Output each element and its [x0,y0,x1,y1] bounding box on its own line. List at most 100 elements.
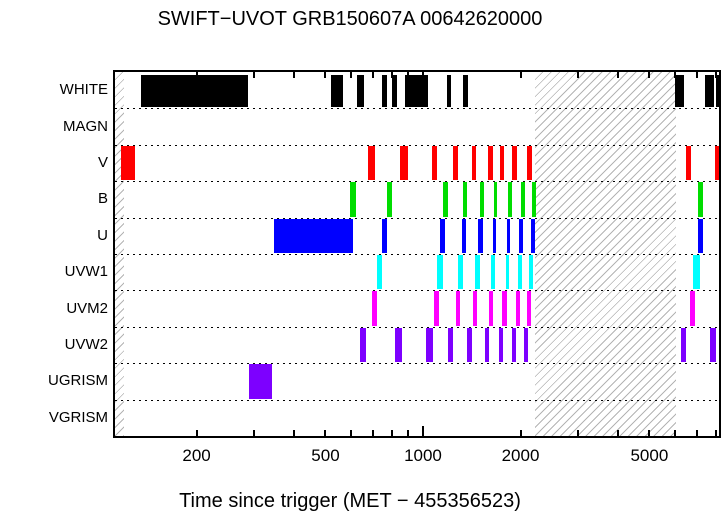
chart-title: SWIFT−UVOT GRB150607A 00642620000 [157,8,543,30]
exposure-bar-b [697,182,703,217]
x-axis-title: Time since trigger (MET − 455356523) [179,490,521,512]
exposure-bar-white [446,75,451,108]
x-tick-label: 1000 [404,446,442,465]
exposure-bar-white [675,75,685,108]
x-axis-tick [390,430,393,436]
row-label-u: U [97,226,108,244]
row-separator-dotted-line [115,363,719,365]
exposure-bar-white [392,75,398,108]
row-label-v: V [97,154,108,171]
exposure-bar-uvw2 [709,327,717,363]
exposure-bar-white [716,75,719,108]
exposure-bar-v [715,145,719,181]
row-label-magn: MAGN [63,117,108,135]
exposure-bar-ugrism [248,364,273,399]
x-axis-tick [293,72,296,78]
exposure-bar-u [506,218,511,253]
exposure-bar-b [521,182,526,217]
x-axis-tick [407,72,410,78]
exposure-bar-uvm2 [433,291,440,326]
exposure-bar-uvm2 [527,291,532,326]
x-axis-tick [350,430,353,436]
x-axis-tick [371,72,374,78]
exposure-bar-v [471,145,477,181]
exposure-bar-v [121,145,135,181]
exposure-bar-v [499,145,504,181]
exposure-bar-uvw2 [447,327,453,363]
row-separator-dotted-line [115,108,719,110]
exposure-bar-white [704,75,714,108]
exposure-bar-u [531,218,536,253]
exposure-bar-uvw1 [457,255,463,290]
x-axis-tick [519,430,522,436]
exposure-bar-v [431,145,437,181]
exposure-bar-uvw1 [490,255,495,290]
x-axis-tick [252,430,255,436]
row-separator-dotted-line [115,181,719,183]
x-axis-tick [371,430,374,436]
exposure-bar-uvm2 [515,291,521,326]
exposure-bar-uvw2 [681,327,687,363]
exposure-bar-uvm2 [689,291,696,326]
plot-area [113,70,721,438]
exposure-bar-white [357,75,365,108]
exposure-bar-v [452,145,458,181]
x-axis-tick [695,72,698,78]
row-label-ugrism: UGRISM [48,372,108,390]
exposure-bar-v [368,145,376,181]
exposure-bar-white [141,75,248,108]
row-label-b: B [97,190,108,208]
x-axis-tick [648,72,651,78]
exposure-bar-uvw2 [524,327,529,363]
exposure-bar-white [382,75,388,108]
exposure-bar-uvw1 [529,255,534,290]
exposure-bar-uvw2 [394,327,403,363]
exposure-bar-uvw1 [377,255,383,290]
row-label-white: WHITE [59,81,108,99]
exposure-bar-uvw1 [517,255,523,290]
exposure-bar-v [511,145,517,181]
exposure-bar-v [527,145,533,181]
exposure-bar-u [519,218,524,253]
x-axis-tick [576,430,579,436]
x-tick-label: 500 [311,446,340,465]
exposure-bar-u [274,218,353,253]
x-axis-tick [519,72,522,78]
x-axis-tick [350,72,353,78]
x-axis-tick [390,72,393,78]
exposure-bar-v [400,145,408,181]
exposure-bar-u [697,218,703,253]
x-axis-tick [421,72,424,82]
row-label-uvm2: UVM2 [66,299,108,317]
exposure-bar-b [350,182,357,217]
exposure-bar-b [493,182,498,217]
exposure-bar-white [462,75,468,108]
exposure-bar-white [330,75,344,108]
exposure-bar-uvw1 [693,255,701,290]
row-separator-dotted-line [115,290,719,292]
row-separator-dotted-line [115,399,719,401]
exposure-bar-v [487,145,493,181]
exposure-bar-u [461,218,466,253]
x-axis-tick [695,430,698,436]
exposure-bar-uvw2 [466,327,472,363]
row-separator-dotted-line [115,144,719,146]
x-axis-tick [617,430,619,436]
x-tick-label: 200 [182,446,211,465]
x-axis-tick [648,430,651,436]
row-separator-dotted-line [115,254,719,255]
x-tick-label: 2000 [501,446,540,465]
row-label-uvw2: UVW2 [64,336,108,353]
x-axis-tick [576,72,579,78]
x-axis-tick [421,426,424,436]
x-tick-label: 5000 [630,446,669,465]
x-axis-tick [195,430,198,436]
exposure-bar-uvm2 [472,291,478,326]
x-axis-tick [324,72,327,78]
x-axis-tick [674,72,677,78]
row-separator-dotted-line [115,326,719,328]
exposure-bar-b [387,182,393,217]
x-axis-tick [293,430,296,436]
exposure-bar-b [442,182,448,217]
